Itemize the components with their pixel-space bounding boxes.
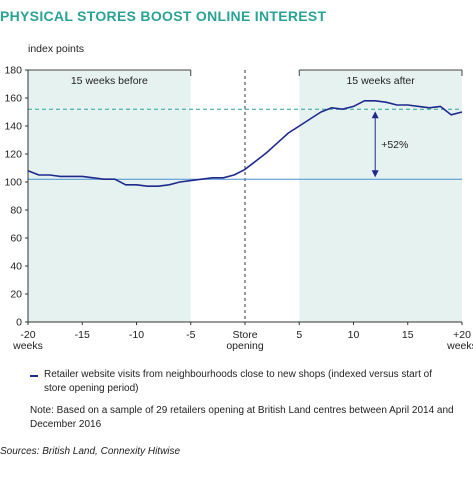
legend-line-swatch (30, 375, 38, 377)
y-tick-label-20: 20 (10, 289, 22, 301)
x-tick-label-5: 5 (296, 329, 302, 341)
legend: Retailer website visits from neighbourho… (30, 368, 455, 396)
y-tick-label-160: 160 (4, 93, 22, 105)
y-tick-label-120: 120 (4, 149, 22, 161)
x-tick-sublabel-0: weeks (12, 340, 43, 352)
shaded-region-label-2: 15 weeks after (346, 75, 415, 87)
y-tick-label-60: 60 (10, 233, 22, 245)
arrow-down-icon (371, 170, 379, 178)
x-tick-label-8: +20 (453, 329, 471, 341)
x-tick-label-6: 10 (348, 329, 360, 341)
x-tick-label-7: 15 (402, 329, 414, 341)
shaded-region-2 (299, 70, 462, 322)
x-tick-label-2: -10 (129, 329, 144, 341)
x-tick-label-0: -20 (20, 329, 35, 341)
line-chart: 15 weeks before 15 weeks after 0 20 40 60 80 1… (4, 65, 473, 353)
footnote: Note: Based on a sample of 29 retailers … (30, 405, 454, 430)
y-tick-label-80: 80 (10, 205, 22, 217)
y-axis-unit-label: index points (28, 43, 85, 55)
x-tick-label-1: -15 (75, 329, 90, 341)
arrow-up-icon (371, 111, 379, 119)
x-tick-sublabel-8: weeks (446, 340, 473, 352)
y-tick-label-0: 0 (16, 317, 22, 329)
x-tick-sublabel-4: opening (226, 340, 264, 352)
x-tick-label-3: -5 (186, 329, 195, 341)
y-tick-label-180: 180 (4, 65, 22, 77)
y-tick-label-140: 140 (4, 121, 22, 133)
y-tick-label-40: 40 (10, 261, 22, 273)
sources: Sources: British Land, Connexity Hitwise (0, 446, 181, 457)
chart-title: PHYSICAL STORES BOOST ONLINE INTEREST (0, 8, 327, 24)
shaded-region-label-1: 15 weeks before (71, 75, 148, 87)
legend-text: Retailer website visits from neighbourho… (44, 369, 432, 394)
y-tick-label-100: 100 (4, 177, 22, 189)
x-tick-label-4: Store (232, 329, 257, 341)
growth-annotation-label: +52% (381, 139, 408, 151)
series-line-1 (27, 99, 463, 187)
shaded-region-1 (28, 70, 191, 322)
